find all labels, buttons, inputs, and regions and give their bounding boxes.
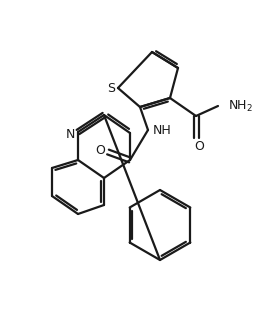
Text: S: S [107, 82, 115, 95]
Text: N: N [65, 127, 75, 140]
Text: O: O [194, 140, 204, 153]
Text: O: O [95, 144, 105, 157]
Text: NH$_2$: NH$_2$ [228, 99, 253, 113]
Text: NH: NH [153, 123, 172, 136]
